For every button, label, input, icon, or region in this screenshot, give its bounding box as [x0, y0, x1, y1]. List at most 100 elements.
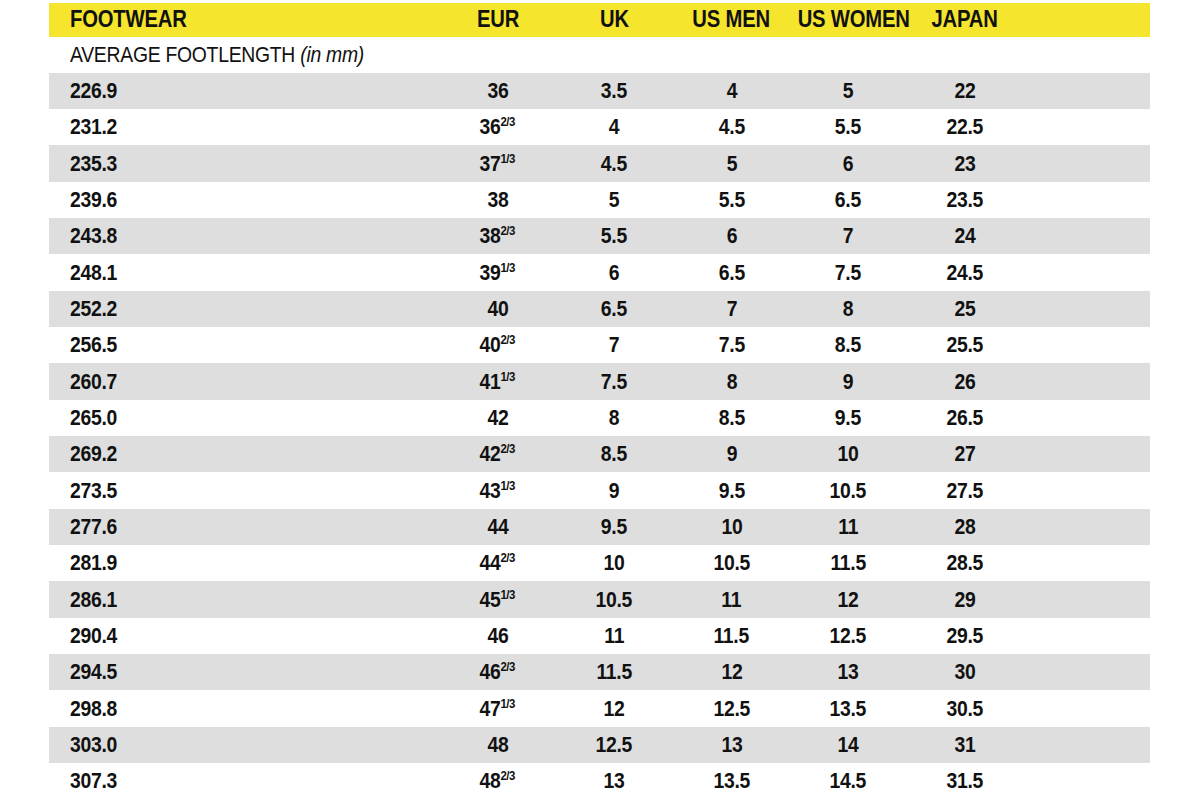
header-cell-japan: JAPAN: [906, 6, 1024, 33]
header-cell-eur: EUR: [440, 6, 555, 33]
cell-footlength: 265.0: [49, 405, 440, 431]
cell-us-men: 6: [673, 223, 790, 249]
cell-footlength: 303.0: [49, 732, 440, 758]
cell-japan: 24.5: [906, 260, 1024, 286]
table-body: 226.9 36 3.5 4 5 22 231.2 362/3 4 4.5: [49, 73, 1150, 800]
cell-us-men: 9: [673, 441, 790, 467]
cell-footlength: 243.8: [49, 223, 440, 249]
cell-eur: 38: [440, 187, 555, 213]
cell-footlength: 286.1: [49, 587, 440, 613]
cell-uk: 11.5: [555, 659, 673, 685]
cell-uk: 4.5: [555, 151, 673, 177]
cell-uk: 10: [555, 550, 673, 576]
footwear-size-table: FOOTWEAR EUR UK US MEN US WOMEN JAPAN AV…: [49, 3, 1150, 799]
cell-eur: 382/3: [440, 223, 555, 249]
cell-us-men: 6.5: [673, 260, 790, 286]
table-row: 303.0 48 12.5 13 14 31: [49, 727, 1150, 763]
cell-japan: 28.5: [906, 550, 1024, 576]
eur-fraction: 2/3: [501, 659, 516, 674]
cell-japan: 28: [906, 514, 1024, 540]
table-row: 235.3 371/3 4.5 5 6 23: [49, 145, 1150, 181]
cell-footlength: 269.2: [49, 441, 440, 467]
table-header-row: FOOTWEAR EUR UK US MEN US WOMEN JAPAN: [49, 3, 1150, 37]
cell-us-men: 12.5: [673, 696, 790, 722]
cell-us-men: 9.5: [673, 478, 790, 504]
header-label-japan: JAPAN: [932, 6, 998, 33]
eur-fraction: 2/3: [501, 332, 516, 347]
cell-footlength: 239.6: [49, 187, 440, 213]
cell-footlength: 277.6: [49, 514, 440, 540]
table-row: 239.6 38 5 5.5 6.5 23.5: [49, 182, 1150, 218]
cell-us-men: 11.5: [673, 623, 790, 649]
cell-footlength: 248.1: [49, 260, 440, 286]
cell-japan: 26.5: [906, 405, 1024, 431]
cell-us-men: 5: [673, 151, 790, 177]
cell-us-men: 13: [673, 732, 790, 758]
cell-footlength: 252.2: [49, 296, 440, 322]
cell-footlength: 298.8: [49, 696, 440, 722]
cell-footlength: 290.4: [49, 623, 440, 649]
cell-us-women: 6.5: [790, 187, 906, 213]
cell-uk: 7.5: [555, 369, 673, 395]
eur-fraction: 2/3: [501, 114, 516, 129]
cell-japan: 31.5: [906, 768, 1024, 794]
cell-us-women: 9: [790, 369, 906, 395]
cell-uk: 5: [555, 187, 673, 213]
cell-eur: 46: [440, 623, 555, 649]
cell-us-men: 8: [673, 369, 790, 395]
cell-footlength: 307.3: [49, 768, 440, 794]
table-row: 294.5 462/3 11.5 12 13 30: [49, 654, 1150, 690]
table-row: 231.2 362/3 4 4.5 5.5 22.5: [49, 109, 1150, 145]
cell-us-women: 5.5: [790, 114, 906, 140]
header-label-eur: EUR: [476, 6, 518, 33]
subheader-label: AVERAGE FOOTLENGTH: [70, 42, 295, 67]
table-row: 243.8 382/3 5.5 6 7 24: [49, 218, 1150, 254]
cell-us-women: 7.5: [790, 260, 906, 286]
cell-us-men: 10: [673, 514, 790, 540]
cell-eur: 42: [440, 405, 555, 431]
cell-us-men: 4.5: [673, 114, 790, 140]
header-cell-footwear: FOOTWEAR: [49, 6, 440, 33]
cell-uk: 8: [555, 405, 673, 431]
cell-footlength: 273.5: [49, 478, 440, 504]
cell-uk: 6.5: [555, 296, 673, 322]
cell-eur: 48: [440, 732, 555, 758]
cell-us-men: 4: [673, 78, 790, 104]
cell-footlength: 226.9: [49, 78, 440, 104]
cell-japan: 27: [906, 441, 1024, 467]
cell-us-women: 14: [790, 732, 906, 758]
eur-fraction: 2/3: [501, 550, 516, 565]
table-subheader-row: AVERAGE FOOTLENGTH (in mm): [49, 37, 1150, 73]
cell-uk: 11: [555, 623, 673, 649]
cell-us-women: 13: [790, 659, 906, 685]
cell-us-men: 8.5: [673, 405, 790, 431]
cell-uk: 13: [555, 768, 673, 794]
table-row: 277.6 44 9.5 10 11 28: [49, 509, 1150, 545]
cell-japan: 29: [906, 587, 1024, 613]
cell-eur: 44: [440, 514, 555, 540]
cell-japan: 26: [906, 369, 1024, 395]
cell-eur: 422/3: [440, 441, 555, 467]
cell-eur: 362/3: [440, 114, 555, 140]
cell-eur: 40: [440, 296, 555, 322]
header-cell-us-men: US MEN: [673, 6, 790, 33]
cell-us-women: 11: [790, 514, 906, 540]
table-row: 265.0 42 8 8.5 9.5 26.5: [49, 400, 1150, 436]
cell-eur: 431/3: [440, 478, 555, 504]
table-row: 252.2 40 6.5 7 8 25: [49, 291, 1150, 327]
table-row: 248.1 391/3 6 6.5 7.5 24.5: [49, 254, 1150, 290]
cell-footlength: 294.5: [49, 659, 440, 685]
header-label-us-men: US MEN: [693, 6, 771, 33]
cell-eur: 471/3: [440, 696, 555, 722]
eur-fraction: 1/3: [501, 151, 516, 166]
cell-us-men: 12: [673, 659, 790, 685]
cell-uk: 6: [555, 260, 673, 286]
cell-us-men: 10.5: [673, 550, 790, 576]
cell-us-women: 8: [790, 296, 906, 322]
subheader-text: AVERAGE FOOTLENGTH (in mm): [70, 42, 364, 68]
eur-fraction: 1/3: [501, 478, 516, 493]
cell-footlength: 256.5: [49, 332, 440, 358]
cell-japan: 22.5: [906, 114, 1024, 140]
cell-eur: 442/3: [440, 550, 555, 576]
cell-japan: 22: [906, 78, 1024, 104]
